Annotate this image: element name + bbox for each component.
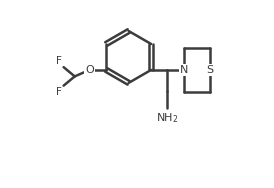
Text: F: F <box>56 56 62 66</box>
Text: N: N <box>179 65 188 75</box>
Text: S: S <box>206 65 213 75</box>
Text: NH$_2$: NH$_2$ <box>156 111 179 125</box>
Text: O: O <box>85 65 94 75</box>
Text: F: F <box>56 87 62 97</box>
